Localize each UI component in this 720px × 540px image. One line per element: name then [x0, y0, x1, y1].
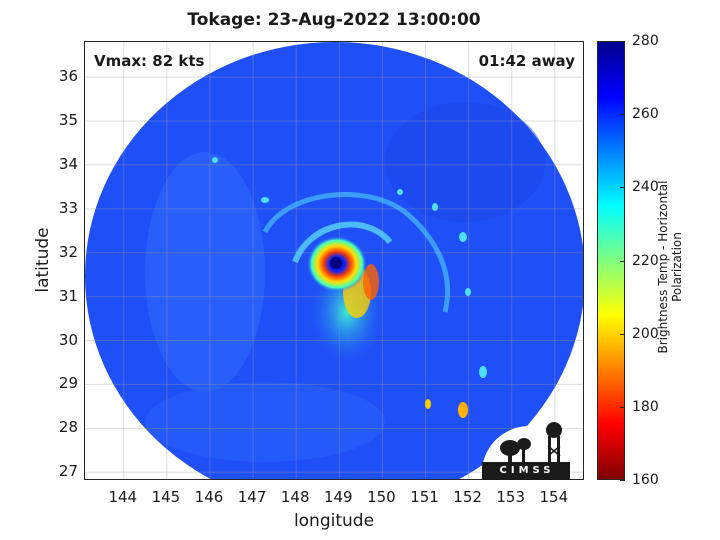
- colorbar-label: Brightness Temp - Horizontal Polarizatio…: [656, 180, 684, 354]
- x-tick-label: 153: [496, 488, 526, 506]
- microwave-map-plot: [84, 41, 584, 480]
- x-tick-label: 152: [453, 488, 482, 506]
- rain-band-inner: [292, 221, 393, 264]
- brightness-temp-image: [85, 42, 583, 479]
- colorbar-tick-mark: [620, 406, 625, 408]
- x-tick-label: 146: [194, 488, 224, 506]
- colorbar-tick-mark: [620, 114, 625, 116]
- x-tick-label: 148: [280, 488, 310, 506]
- colorbar-tick-label: 200: [632, 325, 659, 342]
- y-tick-label: 31: [58, 286, 78, 305]
- colorbar-tick-mark: [620, 260, 625, 262]
- colorbar-tick-label: 260: [632, 106, 659, 123]
- x-tick-label: 150: [367, 488, 396, 506]
- y-tick-label: 36: [58, 67, 78, 86]
- colorbar-tick-label: 180: [632, 398, 659, 415]
- convective-cell: [425, 399, 431, 409]
- x-tick-label: 144: [108, 488, 138, 506]
- colorbar-tick-label: 280: [632, 33, 659, 49]
- y-tick-label: 27: [58, 462, 78, 481]
- y-tick-label: 30: [58, 330, 78, 349]
- rain-band-outer: [262, 192, 451, 313]
- map-title: Tokage: 23-Aug-2022 13:00:00: [187, 10, 481, 30]
- colorbar-tick-label: 240: [632, 179, 659, 196]
- x-tick-label: 151: [410, 488, 439, 506]
- y-tick-label: 29: [58, 374, 78, 393]
- convective-cell: [458, 402, 468, 418]
- x-tick-label: 147: [237, 488, 267, 506]
- x-tick-label: 149: [323, 488, 353, 506]
- cimss-logo: [481, 422, 570, 480]
- colorbar-tick-mark: [620, 187, 625, 189]
- colorbar-tick-mark: [620, 41, 625, 42]
- y-axis-label: latitude: [33, 227, 53, 293]
- colorbar-tick-mark: [620, 333, 625, 335]
- x-tick-label: 145: [151, 488, 181, 506]
- time-away-label: 01:42 away: [478, 52, 575, 70]
- y-tick-label: 34: [58, 154, 78, 173]
- logo-text: CIMSS: [499, 465, 555, 476]
- vmax-label: Vmax: 82 kts: [94, 52, 205, 70]
- y-tick-label: 35: [58, 111, 78, 130]
- y-tick-label: 28: [58, 418, 78, 437]
- x-tick-label: 154: [539, 488, 569, 506]
- colorbar-tick-label: 160: [632, 472, 659, 488]
- x-axis-label: longitude: [293, 511, 375, 531]
- y-tick-label: 32: [58, 242, 78, 261]
- colorbar-tick-label: 220: [632, 252, 659, 269]
- colorbar-tick-mark: [620, 480, 625, 481]
- y-tick-label: 33: [58, 198, 78, 217]
